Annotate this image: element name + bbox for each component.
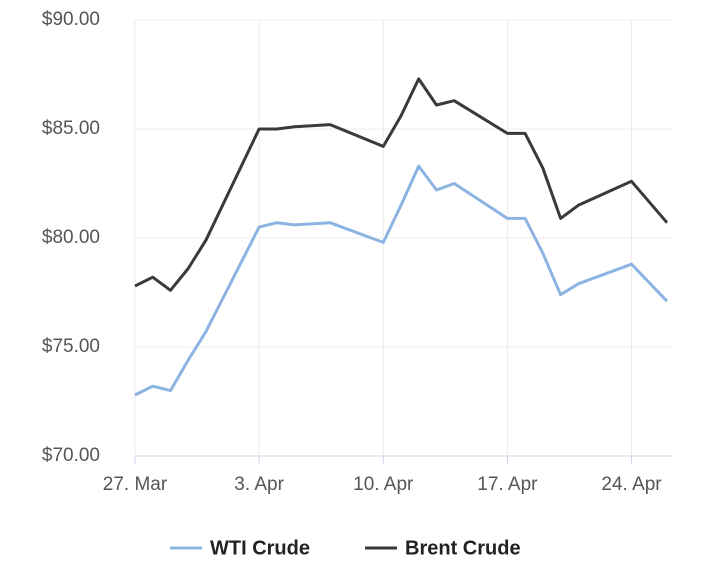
legend-label: Brent Crude [405,537,521,559]
y-tick-label: $75.00 [42,336,100,357]
x-tick-label: 10. Apr [353,474,414,495]
x-tick-label: 3. Apr [234,474,284,495]
y-tick-label: $70.00 [42,445,100,466]
series-line [134,164,669,397]
y-tick-label: $90.00 [42,9,100,30]
y-tick-label: $85.00 [42,118,100,139]
x-tick-label: 17. Apr [477,474,538,495]
x-tick-label: 24. Apr [601,474,662,495]
series-line [134,77,669,292]
y-tick-label: $80.00 [42,227,100,248]
x-tick-label: 27. Mar [103,474,168,495]
legend-label: WTI Crude [210,537,310,559]
